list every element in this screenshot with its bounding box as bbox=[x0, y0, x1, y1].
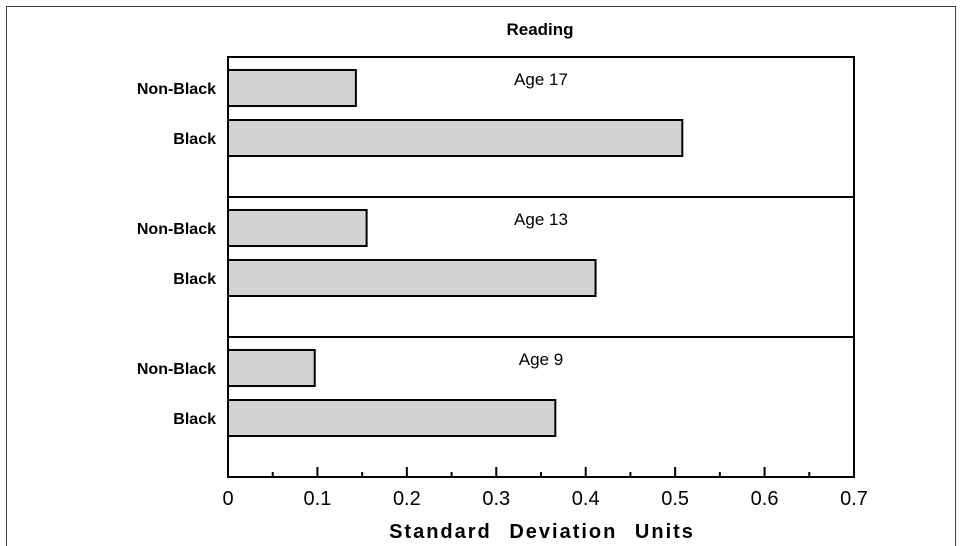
panel-label: Age 9 bbox=[519, 350, 563, 369]
category-label: Black bbox=[173, 271, 216, 288]
x-tick-label: 0.7 bbox=[840, 488, 868, 510]
x-tick-label: 0.6 bbox=[751, 488, 779, 510]
bar bbox=[227, 209, 368, 247]
panel-label: Age 13 bbox=[514, 210, 568, 229]
bar bbox=[227, 119, 684, 157]
bar bbox=[227, 349, 316, 387]
panel-label: Age 17 bbox=[514, 70, 568, 89]
category-label: Black bbox=[173, 131, 216, 148]
category-label: Non-Black bbox=[137, 221, 216, 238]
category-label: Black bbox=[173, 411, 216, 428]
x-tick-label: 0.1 bbox=[304, 488, 332, 510]
x-tick-label: 0.5 bbox=[661, 488, 689, 510]
x-tick-label: 0.2 bbox=[393, 488, 421, 510]
x-tick-label: 0.3 bbox=[482, 488, 510, 510]
figure-frame bbox=[6, 6, 956, 546]
bar bbox=[227, 69, 357, 107]
chart-title: Reading bbox=[506, 20, 573, 39]
x-tick-label: 0.4 bbox=[572, 488, 600, 510]
category-label: Non-Black bbox=[137, 81, 216, 98]
bar bbox=[227, 259, 597, 297]
bar bbox=[227, 399, 557, 437]
category-label: Non-Black bbox=[137, 361, 216, 378]
x-axis-label: Standard Deviation Units bbox=[389, 521, 695, 543]
x-tick-label: 0 bbox=[222, 488, 233, 510]
